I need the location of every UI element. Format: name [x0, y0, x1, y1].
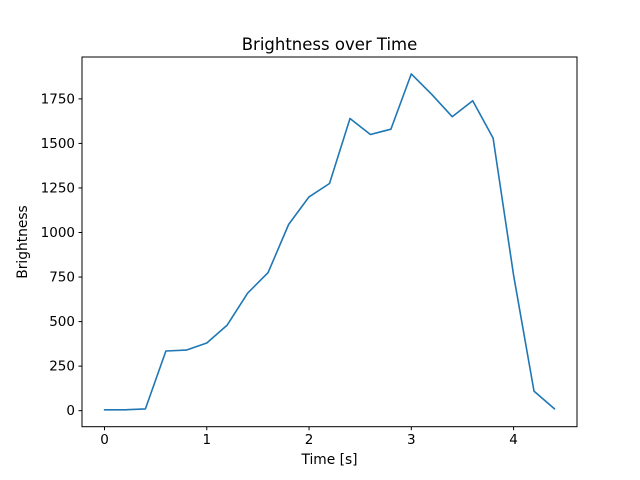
y-tick-label: 1000: [41, 225, 75, 241]
brightness-series-line: [103, 73, 556, 411]
y-tick-label: 1250: [41, 180, 75, 196]
axes-spines: [81, 56, 578, 428]
x-axis-label: Time [s]: [301, 452, 358, 468]
y-tick-label: 750: [49, 270, 75, 286]
y-tick-label: 1750: [41, 91, 75, 107]
y-tick-label: 1500: [41, 136, 75, 152]
x-tick-label: 1: [202, 432, 211, 448]
x-tick-label: 2: [305, 432, 314, 448]
y-tick-label: 0: [66, 403, 75, 419]
y-axis-label: Brightness: [15, 205, 31, 279]
x-tick-label: 4: [509, 432, 518, 448]
chart-title: Brightness over Time: [241, 35, 418, 54]
y-tick-label: 500: [49, 314, 75, 330]
y-tick-label: 250: [49, 359, 75, 375]
x-tick-label: 0: [100, 432, 109, 448]
x-tick-label: 3: [407, 432, 416, 448]
